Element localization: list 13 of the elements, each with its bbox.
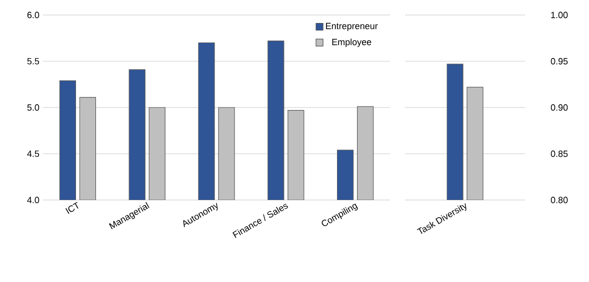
y-tick-label: 0.90 <box>550 104 568 111</box>
y-tick-label: 5.5 <box>27 58 40 64</box>
y-tick-label: 6.0 <box>27 12 40 18</box>
y-tick-label: 1.00 <box>551 12 568 18</box>
y-tick-label: 0.80 <box>550 196 568 204</box>
legend-label: Employee <box>332 38 372 47</box>
x-tick-label: ICT <box>65 202 78 214</box>
y-tick-label: 0.85 <box>550 150 568 157</box>
y-tick-label: 0.95 <box>550 58 568 64</box>
y-tick-label: 4.0 <box>27 196 40 204</box>
legend-label: Entrepreneur <box>326 22 378 31</box>
y-tick-label: 4.5 <box>27 150 40 157</box>
y-tick-label: 5.0 <box>27 104 40 111</box>
